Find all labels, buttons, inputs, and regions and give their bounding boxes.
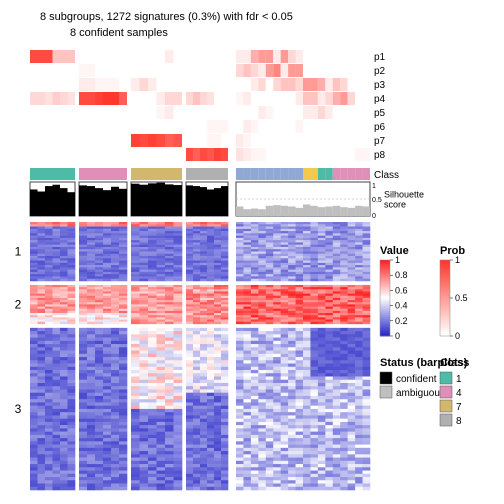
prob-label: p7 xyxy=(374,136,386,147)
svg-text:0.5: 0.5 xyxy=(372,197,382,204)
svg-text:0: 0 xyxy=(372,213,376,220)
signature-heatmap-figure: 8 subgroups, 1272 signatures (0.3%) with… xyxy=(0,0,504,504)
svg-text:confident: confident xyxy=(396,374,437,385)
svg-text:4: 4 xyxy=(456,388,462,399)
title-line1: 8 subgroups, 1272 signatures (0.3%) with… xyxy=(40,11,293,23)
prob-label: p1 xyxy=(374,52,386,63)
svg-text:ambiguous: ambiguous xyxy=(396,388,445,399)
svg-text:0.5: 0.5 xyxy=(455,293,468,303)
prob-label: p6 xyxy=(374,122,386,133)
row-block-label: 1 xyxy=(15,244,22,258)
svg-text:0.8: 0.8 xyxy=(395,270,408,280)
title-line2: 8 confident samples xyxy=(70,27,168,39)
svg-text:0.4: 0.4 xyxy=(395,301,408,311)
svg-text:score: score xyxy=(384,199,406,209)
prob-label: p3 xyxy=(374,80,386,91)
svg-text:Prob: Prob xyxy=(440,245,465,257)
svg-text:1: 1 xyxy=(395,255,400,265)
svg-text:0: 0 xyxy=(395,331,400,341)
row-block-label: 2 xyxy=(15,297,22,311)
svg-text:0: 0 xyxy=(455,331,460,341)
svg-text:Silhouette: Silhouette xyxy=(384,189,424,199)
svg-text:1: 1 xyxy=(372,183,376,190)
svg-text:8: 8 xyxy=(456,416,462,427)
prob-label: p2 xyxy=(374,66,386,77)
svg-text:0.6: 0.6 xyxy=(395,285,408,295)
prob-label: p4 xyxy=(374,94,386,105)
prob-label: p5 xyxy=(374,108,386,119)
row-block-label: 3 xyxy=(15,402,22,416)
svg-text:0.2: 0.2 xyxy=(395,316,408,326)
prob-label: p8 xyxy=(374,150,386,161)
svg-text:Class: Class xyxy=(440,357,469,369)
class-label: Class xyxy=(374,170,399,181)
svg-text:1: 1 xyxy=(456,374,462,385)
svg-text:7: 7 xyxy=(456,402,462,413)
svg-text:1: 1 xyxy=(455,255,460,265)
